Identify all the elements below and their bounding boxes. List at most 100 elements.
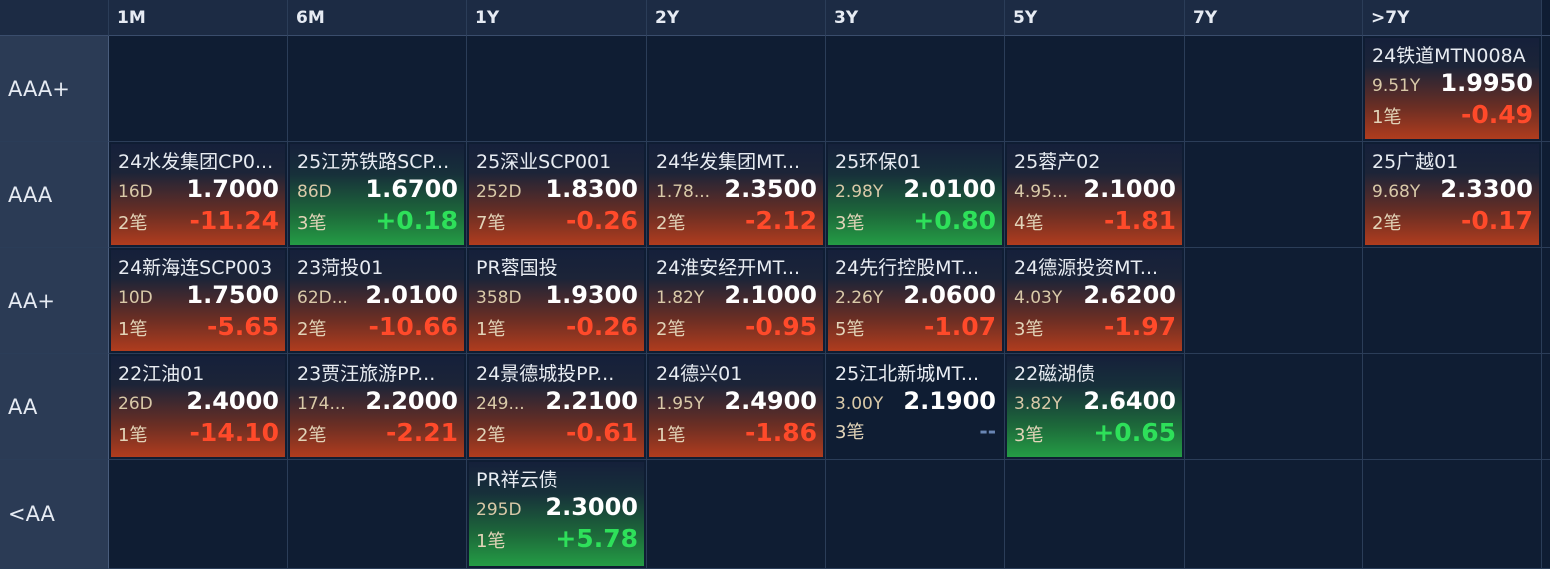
term-yield-row: 1.78... 2.3500 [656,175,817,206]
column-header[interactable]: 5Y [1005,0,1185,36]
bond-term: 2.26Y [835,288,884,308]
row-tail [1542,354,1550,460]
count-change-row: 3笔 -1.97 [1014,312,1176,343]
trade-count: 3笔 [1014,319,1044,340]
bond-tile[interactable]: 24铁道MTN008A 9.51Y 1.9950 1笔 -0.49 [1365,38,1539,139]
yield-change: -1.86 [744,418,817,447]
bond-yield: 1.9300 [545,281,638,309]
bond-tile[interactable]: 24水发集团CP0... 16D 1.7000 2笔 -11.24 [111,144,285,245]
bond-yield: 1.7500 [186,281,279,309]
count-change-row: 2笔 -2.12 [656,206,817,237]
column-header[interactable]: 6M [288,0,467,36]
bond-name: 25深业SCP001 [476,151,612,173]
column-header[interactable]: 1Y [467,0,647,36]
bond-name: 25环保01 [835,151,922,173]
bond-name: 25蓉产02 [1014,151,1101,173]
column-header[interactable]: 1M [109,0,288,36]
bond-term: 10D [118,288,153,308]
matrix-cell [647,36,826,142]
bond-yield: 2.0600 [903,281,996,309]
bond-term: 3.00Y [835,394,884,414]
bond-yield: 2.0100 [903,175,996,203]
matrix-cell: 25江苏铁路SCP... 86D 1.6700 3笔 +0.18 [288,142,467,248]
matrix-cell: PR祥云债 295D 2.3000 1笔 +5.78 [467,460,647,569]
yield-change: -0.26 [565,206,638,235]
bond-yield: 2.6200 [1083,281,1176,309]
column-header[interactable]: 2Y [647,0,826,36]
bond-tile[interactable]: 22江油01 26D 2.4000 1笔 -14.10 [111,356,285,457]
bond-tile[interactable]: 24德兴01 1.95Y 2.4900 1笔 -1.86 [649,356,823,457]
bond-name: 23菏投01 [297,257,384,279]
bond-tile[interactable]: 24淮安经开MT... 1.82Y 2.1000 2笔 -0.95 [649,250,823,351]
bond-tile[interactable]: 25广越01 9.68Y 2.3300 2笔 -0.17 [1365,144,1539,245]
bond-term: 62D... [297,288,348,308]
bond-tile[interactable]: 23贾汪旅游PP... 174... 2.2000 2笔 -2.21 [290,356,464,457]
matrix-cell: 22磁湖债 3.82Y 2.6400 3笔 +0.65 [1005,354,1185,460]
bond-term: 26D [118,394,153,414]
bond-yield: 2.0100 [365,281,458,309]
bond-name: 22磁湖债 [1014,363,1096,385]
bond-term: 249... [476,394,525,414]
trade-count: 2笔 [297,319,327,340]
trade-count: 7笔 [476,213,506,234]
matrix-cell: 25广越01 9.68Y 2.3300 2笔 -0.17 [1363,142,1542,248]
bond-tile[interactable]: 25江苏铁路SCP... 86D 1.6700 3笔 +0.18 [290,144,464,245]
bond-name: 24水发集团CP0... [118,151,274,173]
yield-change: -10.66 [368,312,458,341]
matrix-cell [109,460,288,569]
bond-yield: 2.3000 [545,493,638,521]
row-tail [1542,460,1550,569]
bond-tile[interactable]: 22磁湖债 3.82Y 2.6400 3笔 +0.65 [1007,356,1182,457]
trade-count: 3笔 [835,213,865,234]
column-header[interactable]: 7Y [1185,0,1363,36]
bond-tile[interactable]: PR蓉国投 358D 1.9300 1笔 -0.26 [469,250,644,351]
matrix-cell: 25环保01 2.98Y 2.0100 3笔 +0.80 [826,142,1005,248]
bond-name: PR蓉国投 [476,257,558,279]
rating-row-header: AA [0,354,109,460]
count-change-row: 2笔 -0.17 [1372,206,1533,237]
bond-yield: 2.2000 [365,387,458,415]
bond-term: 2.98Y [835,182,884,202]
bond-tile[interactable]: 25深业SCP001 252D 1.8300 7笔 -0.26 [469,144,644,245]
term-yield-row: 4.03Y 2.6200 [1014,281,1176,312]
term-yield-row: 4.95... 2.1000 [1014,175,1176,206]
trade-count: 2笔 [476,425,506,446]
matrix-cell: 25江北新城MT... 3.00Y 2.1900 3笔 -- [826,354,1005,460]
bond-yield: 2.4000 [186,387,279,415]
matrix-cell [1363,248,1542,354]
bond-yield: 2.1000 [1083,175,1176,203]
trade-count: 2笔 [1372,213,1402,234]
matrix-cell [826,36,1005,142]
bond-tile[interactable]: 23菏投01 62D... 2.0100 2笔 -10.66 [290,250,464,351]
column-header[interactable]: >7Y [1363,0,1542,36]
bond-yield: 2.4900 [724,387,817,415]
yield-change: -11.24 [189,206,279,235]
bond-tile[interactable]: 24景德城投PP... 249... 2.2100 2笔 -0.61 [469,356,644,457]
bond-tile[interactable]: 24先行控股MT... 2.26Y 2.0600 5笔 -1.07 [828,250,1002,351]
matrix-cell: 24淮安经开MT... 1.82Y 2.1000 2笔 -0.95 [647,248,826,354]
bond-name: 24景德城投PP... [476,363,615,385]
matrix-cell [1005,36,1185,142]
bond-name: PR祥云债 [476,469,558,491]
count-change-row: 3笔 +0.18 [297,206,458,237]
bond-tile[interactable]: 25蓉产02 4.95... 2.1000 4笔 -1.81 [1007,144,1182,245]
bond-tile[interactable]: 24华发集团MT... 1.78... 2.3500 2笔 -2.12 [649,144,823,245]
bond-name: 25江北新城MT... [835,363,980,385]
term-yield-row: 1.82Y 2.1000 [656,281,817,312]
bond-term: 295D [476,500,522,520]
bond-yield: 2.3300 [1440,175,1533,203]
count-change-row: 2笔 -10.66 [297,312,458,343]
bond-tile[interactable]: 25环保01 2.98Y 2.0100 3笔 +0.80 [828,144,1002,245]
matrix-cell [1185,248,1363,354]
matrix-cell [467,36,647,142]
term-yield-row: 1.95Y 2.4900 [656,387,817,418]
rating-row-header: <AA [0,460,109,569]
yield-change: -0.17 [1460,206,1533,235]
bond-tile[interactable]: 24新海连SCP003 10D 1.7500 1笔 -5.65 [111,250,285,351]
column-header[interactable]: 3Y [826,0,1005,36]
bond-tile[interactable]: PR祥云债 295D 2.3000 1笔 +5.78 [469,462,644,566]
term-yield-row: 252D 1.8300 [476,175,638,206]
trade-count: 2笔 [297,425,327,446]
bond-tile[interactable]: 25江北新城MT... 3.00Y 2.1900 3笔 -- [828,356,1002,457]
bond-tile[interactable]: 24德源投资MT... 4.03Y 2.6200 3笔 -1.97 [1007,250,1182,351]
